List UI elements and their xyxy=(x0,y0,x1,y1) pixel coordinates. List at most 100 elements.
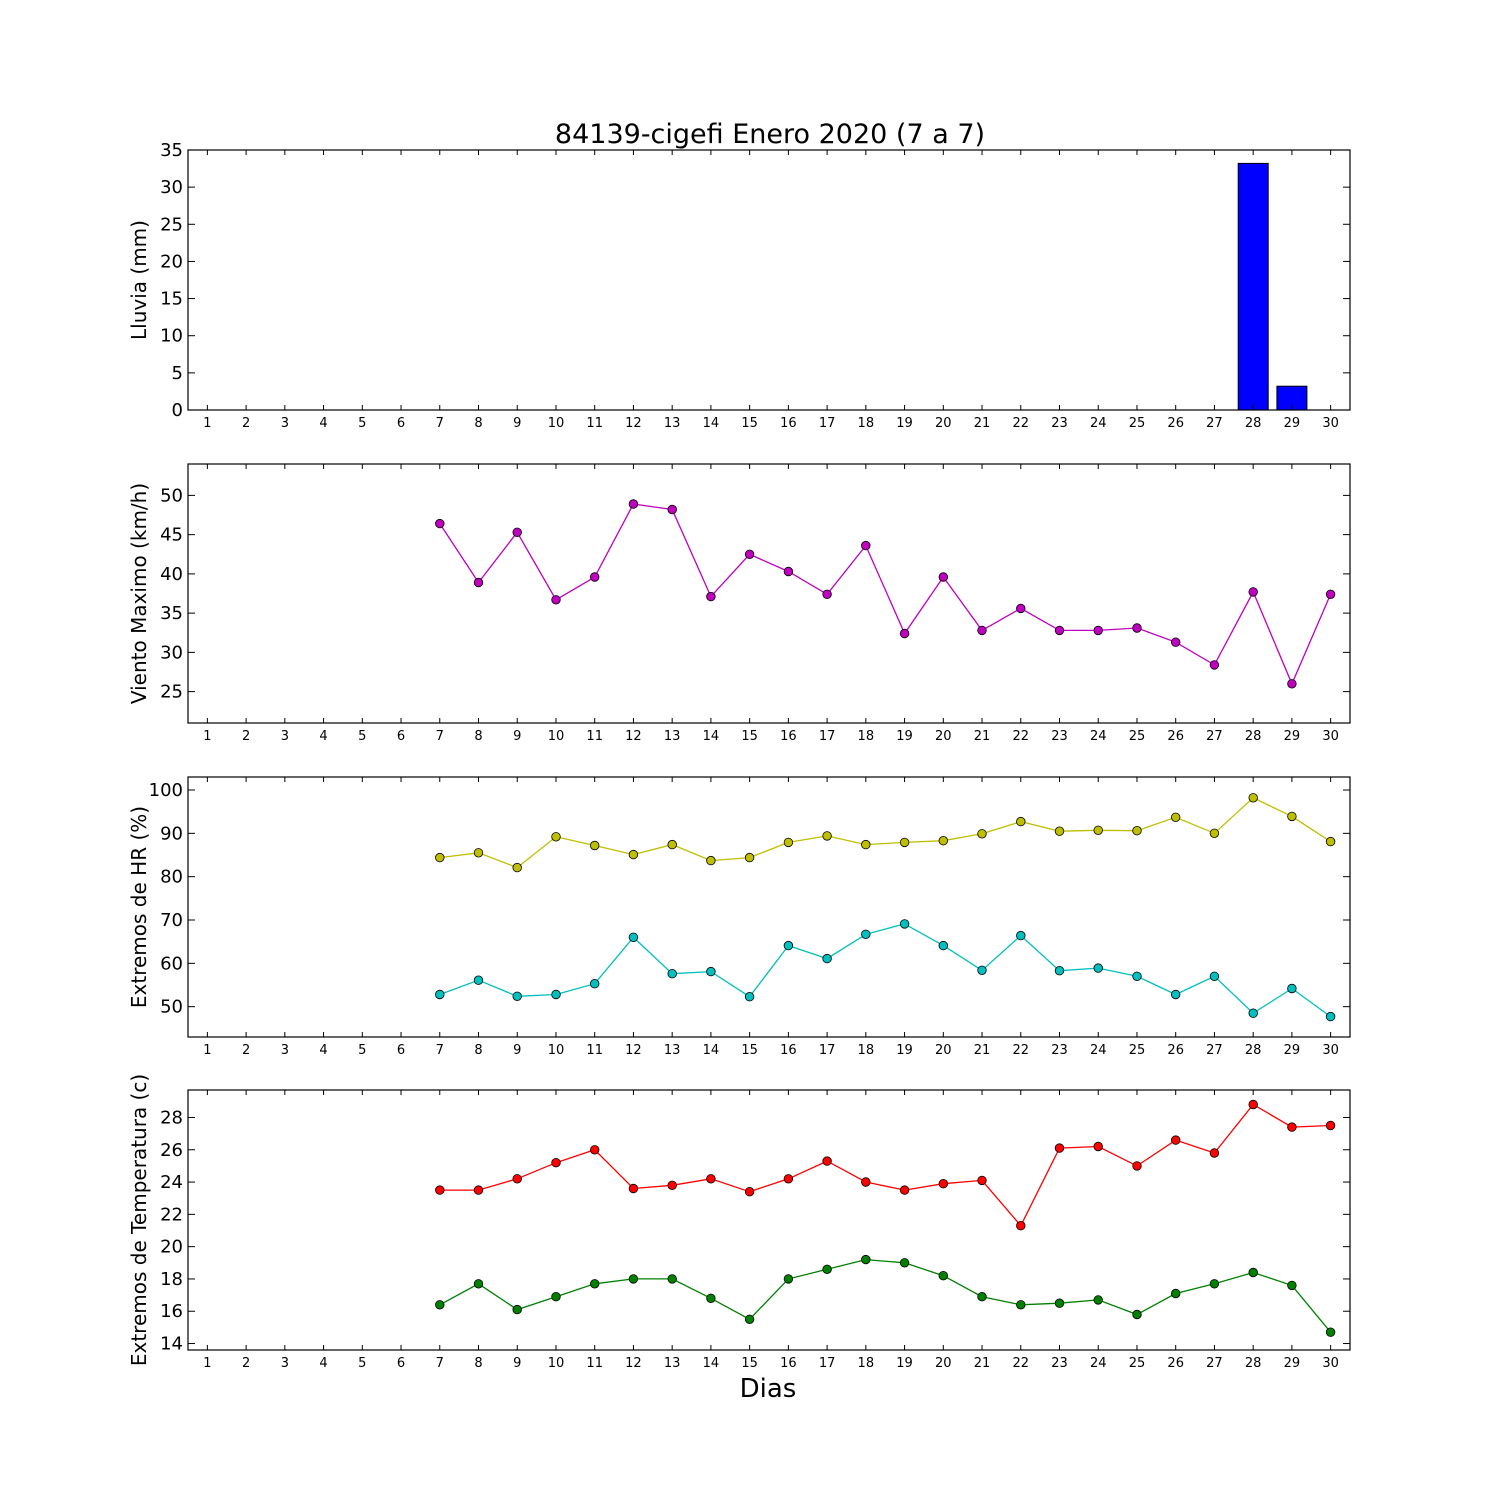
point-s2-day-18 xyxy=(861,929,871,940)
point-s2-day-24 xyxy=(1093,1295,1103,1305)
x-tick-label: 25 xyxy=(1129,1356,1146,1371)
x-tick-label: 8 xyxy=(474,1043,482,1058)
point-s1-day-8 xyxy=(473,848,484,858)
point-s2-day-15 xyxy=(744,992,755,1002)
y-tick-label: 30 xyxy=(160,642,183,663)
point-s2-day-9 xyxy=(512,1304,522,1315)
y-tick-label: 35 xyxy=(160,140,183,161)
point-s1-day-28 xyxy=(1248,1099,1258,1110)
x-tick-label: 27 xyxy=(1206,1043,1223,1058)
point-s1-day-27 xyxy=(1209,660,1220,670)
x-tick-label: 22 xyxy=(1012,729,1029,744)
x-tick-label: 1 xyxy=(203,416,211,431)
point-s2-day-23 xyxy=(1054,966,1065,976)
x-tick-label: 26 xyxy=(1167,1356,1184,1371)
x-tick-label: 20 xyxy=(935,1356,952,1371)
point-s1-day-20 xyxy=(938,836,949,846)
y-tick-label: 5 xyxy=(172,363,183,384)
point-s2-day-26 xyxy=(1170,989,1181,1000)
x-tick-label: 6 xyxy=(397,1356,405,1371)
point-s1-day-14 xyxy=(706,591,716,602)
x-tick-label: 21 xyxy=(974,729,991,744)
point-s1-day-14 xyxy=(706,1174,716,1184)
panel-2: 1 2 3 4 5 6 7 8 9 10 11 12 13 14 15 16 17 18 19 20 21 22 23 24 2… xyxy=(127,463,1351,744)
x-tick-label: 27 xyxy=(1206,729,1223,744)
point-s1-day-24 xyxy=(1093,1141,1103,1152)
panel-1: 1 2 3 4 5 6 7 8 9 10 11 12 13 14 15 16 17 18 19 20 21 22 23 24 2… xyxy=(127,140,1351,431)
point-s2-day-14 xyxy=(706,966,716,977)
x-tick-label: 20 xyxy=(935,729,952,744)
y-axis-label: Viento Maximo (km/h) xyxy=(127,483,151,704)
point-s2-day-17 xyxy=(822,1264,832,1275)
x-tick-label: 13 xyxy=(664,416,681,431)
x-tick-label: 17 xyxy=(819,416,836,431)
point-s1-day-18 xyxy=(861,839,871,850)
x-tick-label: 30 xyxy=(1322,1356,1339,1371)
x-tick-label: 29 xyxy=(1284,1356,1301,1371)
point-s1-day-24 xyxy=(1093,625,1103,636)
point-s1-day-15 xyxy=(744,852,755,863)
x-tick-label: 5 xyxy=(358,416,366,431)
x-tick-label: 6 xyxy=(397,729,405,744)
y-tick-label: 10 xyxy=(160,326,183,347)
x-tick-label: 9 xyxy=(513,1043,521,1058)
x-tick-label: 4 xyxy=(319,1043,327,1058)
x-tick-label: 20 xyxy=(935,416,952,431)
point-s2-day-15 xyxy=(744,1314,755,1325)
x-tick-label: 27 xyxy=(1206,1356,1223,1371)
x-tick-label: 3 xyxy=(281,1043,289,1058)
x-tick-label: 20 xyxy=(935,1043,952,1058)
point-s1-day-20 xyxy=(938,572,949,582)
y-tick-label: 40 xyxy=(160,564,183,585)
point-s1-day-21 xyxy=(977,1175,987,1186)
point-s1-day-22 xyxy=(1016,603,1026,614)
panel-4: 1 2 3 4 5 6 7 8 9 10 11 12 13 14 15 16 17 18 19 20 21 22 23 24 2… xyxy=(127,1074,1351,1371)
series-line-1 xyxy=(439,797,1331,869)
point-s1-day-22 xyxy=(1016,1220,1026,1231)
point-s2-day-10 xyxy=(551,1291,561,1302)
point-s2-day-29 xyxy=(1287,983,1297,994)
x-tick-label: 10 xyxy=(548,1043,565,1058)
x-tick-label: 11 xyxy=(586,1043,603,1058)
x-tick-label: 15 xyxy=(741,1356,758,1371)
series-line-2 xyxy=(439,1258,1332,1333)
x-tick-label: 13 xyxy=(664,729,681,744)
point-s1-day-11 xyxy=(590,1145,600,1155)
point-s2-day-7 xyxy=(435,1300,445,1310)
x-axis-label: Dias xyxy=(740,1374,797,1404)
y-tick-label: 15 xyxy=(160,289,183,310)
x-tick-label: 6 xyxy=(397,1043,405,1058)
x-tick-label: 22 xyxy=(1012,1356,1029,1371)
y-tick-label: 60 xyxy=(160,953,183,974)
point-s1-day-26 xyxy=(1170,637,1181,647)
y-axis-label: Lluvia (mm) xyxy=(127,220,151,340)
x-tick-label: 15 xyxy=(741,729,758,744)
point-s2-day-8 xyxy=(473,1279,484,1289)
point-s1-day-18 xyxy=(861,1177,871,1187)
point-s1-day-30 xyxy=(1325,589,1336,600)
point-s2-day-13 xyxy=(667,1274,677,1284)
x-tick-label: 8 xyxy=(474,416,482,431)
y-tick-label: 0 xyxy=(172,400,183,421)
x-tick-label: 30 xyxy=(1322,1043,1339,1058)
y-tick-label: 100 xyxy=(149,780,183,801)
x-tick-label: 8 xyxy=(474,729,482,744)
y-tick-label: 50 xyxy=(160,997,183,1018)
point-s1-day-12 xyxy=(628,499,639,509)
x-tick-label: 14 xyxy=(703,1356,720,1371)
x-tick-label: 10 xyxy=(548,1356,565,1371)
point-s1-day-13 xyxy=(667,504,677,515)
point-s1-day-27 xyxy=(1209,1148,1220,1158)
point-s2-day-17 xyxy=(822,953,832,964)
point-s1-day-29 xyxy=(1287,679,1297,689)
point-s1-day-23 xyxy=(1054,1143,1065,1153)
point-s2-day-24 xyxy=(1093,963,1103,973)
point-s1-day-7 xyxy=(435,518,445,529)
point-s1-day-7 xyxy=(435,1185,445,1195)
x-tick-label: 9 xyxy=(513,416,521,431)
series-line-1 xyxy=(439,1103,1331,1227)
point-s2-day-12 xyxy=(628,932,639,943)
bar-day-28 xyxy=(1237,162,1269,411)
point-s2-day-22 xyxy=(1016,1300,1026,1310)
